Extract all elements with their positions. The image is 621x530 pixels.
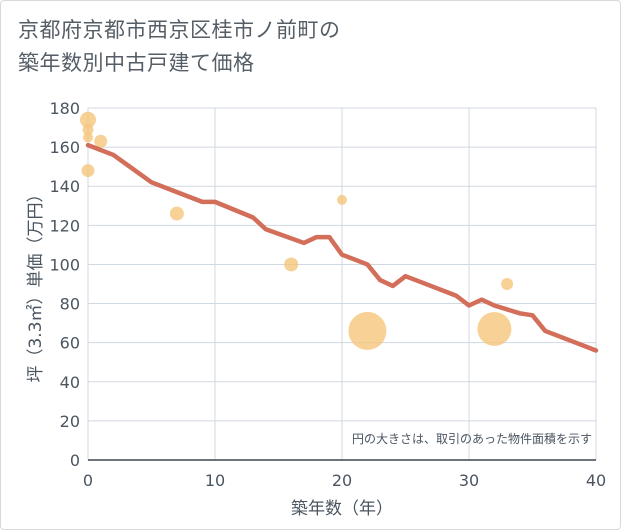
trend-line-series: [85, 142, 599, 353]
y-tick-label: 20: [60, 412, 80, 431]
bubble-point: [81, 164, 95, 178]
bubble-point: [169, 206, 184, 221]
trend-line: [85, 142, 599, 353]
bubble-point: [94, 134, 108, 148]
bubble-point: [477, 311, 512, 346]
chart-title: 京都府京都市西京区桂市ノ前町の 築年数別中古戸建て価格: [18, 14, 341, 80]
x-tick-label: 20: [332, 471, 352, 490]
y-tick-label: 60: [60, 334, 80, 353]
y-tick-label: 140: [49, 177, 80, 196]
x-tick-label: 0: [83, 471, 93, 490]
y-tick-label: 100: [49, 255, 80, 274]
x-tick-label: 40: [586, 471, 606, 490]
y-tick-label: 160: [49, 138, 80, 157]
bubble-point: [348, 311, 387, 350]
bubble-point: [80, 111, 96, 128]
chart-title-line2: 築年数別中古戸建て価格: [18, 51, 255, 75]
y-tick-label: 0: [70, 451, 80, 470]
bubble-point: [284, 257, 299, 272]
y-tick-label: 80: [60, 295, 80, 314]
chart-title-line1: 京都府京都市西京区桂市ノ前町の: [18, 18, 341, 42]
x-tick-label: 10: [205, 471, 225, 490]
axis-ticks: 0 20 40 60 80 100 120 140 160 180 0 10 20 30 40: [49, 99, 606, 490]
y-tick-label: 180: [49, 99, 80, 118]
x-axis-label: 築年数（年）: [291, 499, 393, 519]
bubble-size-note: 円の大きさは、取引のあった物件面積を示す: [352, 431, 592, 446]
x-tick-label: 30: [459, 471, 479, 490]
bubble-point: [82, 124, 94, 136]
bubble-series: [80, 111, 514, 350]
y-tick-label: 120: [49, 216, 80, 235]
grid-lines: [87, 107, 597, 461]
bubble-point: [83, 132, 93, 143]
bubble-point: [337, 194, 347, 205]
y-tick-label: 40: [60, 373, 80, 392]
bubble-point: [501, 278, 514, 290]
y-axis-label: 坪（3.3㎡）単価（万円）: [26, 185, 46, 382]
